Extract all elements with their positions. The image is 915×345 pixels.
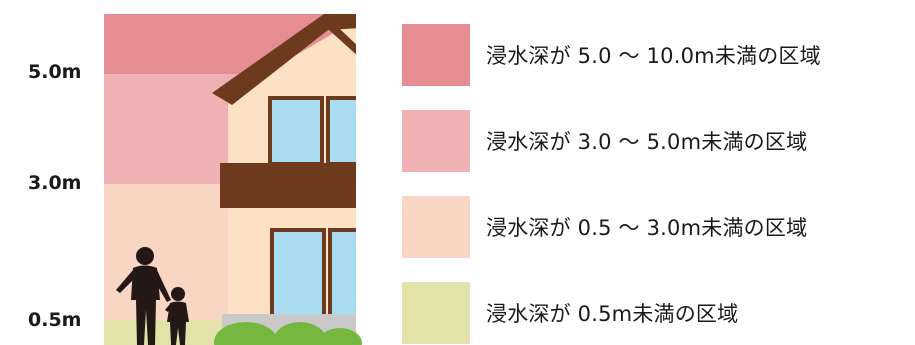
legend-label-under-0_5m: 浸水深が 0.5m未満の区域 — [486, 302, 739, 326]
depth-label-0_5m: 0.5m — [28, 309, 82, 331]
legend-swatch-0_5-3m — [402, 196, 470, 258]
legend-item-0_5-3m: 浸水深が 0.5 ～ 3.0m未満の区域 — [402, 196, 807, 258]
depth-label-5m: 5.0m — [28, 61, 82, 83]
shrub-icon — [214, 322, 362, 345]
legend-label-5-10m: 浸水深が 5.0 ～ 10.0m未満の区域 — [486, 44, 821, 68]
house-icon — [212, 14, 356, 345]
legend-item-3-5m: 浸水深が 3.0 ～ 5.0m未満の区域 — [402, 110, 807, 172]
legend-label-3-5m: 浸水深が 3.0 ～ 5.0m未満の区域 — [486, 130, 808, 154]
legend-item-under-0_5m: 浸水深が 0.5m未満の区域 — [402, 282, 738, 344]
legend-item-5-10m: 浸水深が 5.0 ～ 10.0m未満の区域 — [402, 24, 821, 86]
legend-swatch-3-5m — [402, 110, 470, 172]
legend-label-0_5-3m: 浸水深が 0.5 ～ 3.0m未満の区域 — [486, 216, 808, 240]
legend-swatch-under-0_5m — [402, 282, 470, 344]
depth-label-3m: 3.0m — [28, 172, 82, 194]
adult-child-icon — [116, 247, 189, 345]
legend-swatch-5-10m — [402, 24, 470, 86]
